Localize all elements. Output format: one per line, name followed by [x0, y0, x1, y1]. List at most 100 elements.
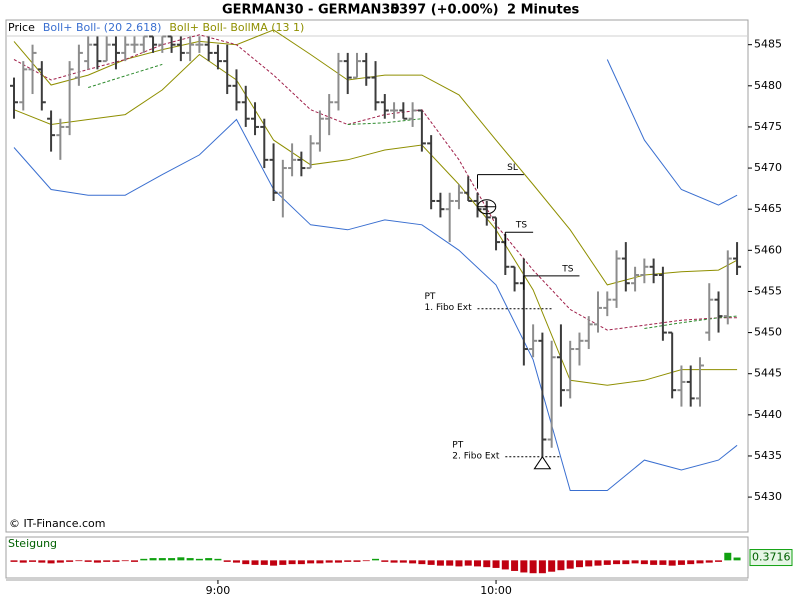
x-tick-label: 10:00 [480, 584, 512, 597]
indicator-bar [492, 560, 500, 568]
annotation-label: TS [515, 221, 527, 231]
indicator-bar [177, 557, 185, 561]
indicator-bar [603, 560, 611, 565]
indicator-bar [223, 560, 231, 562]
indicator-bar [575, 560, 583, 568]
indicator-bar [270, 560, 278, 566]
indicator-bar [548, 560, 556, 572]
indicator-bar [501, 560, 509, 570]
indicator-bar [557, 560, 565, 571]
indicator-bar [631, 560, 639, 564]
y-tick-label: 5440 [754, 408, 782, 421]
y-tick-label: 5470 [754, 161, 782, 174]
indicator-bar [29, 560, 37, 562]
indicator-bar [316, 560, 324, 564]
indicator-bar [677, 560, 685, 565]
indicator-bar [529, 560, 537, 574]
y-tick-label: 5445 [754, 367, 782, 380]
indicator-bar [696, 560, 704, 564]
indicator-bar [418, 560, 426, 565]
indicator-bar [594, 560, 602, 566]
legend-label: Price [8, 21, 35, 34]
indicator-bar [242, 560, 250, 565]
indicator-bar [344, 560, 352, 562]
indicator-bar [613, 560, 621, 565]
indicator-bar [733, 557, 741, 561]
indicator-bar [307, 560, 315, 564]
indicator-bar [297, 560, 305, 565]
indicator-bar [566, 560, 574, 569]
indicator-bar [353, 560, 361, 562]
indicator-bar [409, 560, 417, 564]
indicator-bar [538, 560, 546, 574]
symbol: GERMAN30 - GERMAN30 [222, 3, 400, 18]
indicator-bar [622, 560, 630, 565]
legend-label: Boll+ Boll- (20 2.618) [43, 21, 162, 34]
indicator-bar [93, 560, 101, 563]
band-line [347, 118, 422, 125]
y-tick-label: 5475 [754, 120, 782, 133]
copyright: © IT-Finance.com [9, 517, 106, 530]
indicator-bar [668, 560, 676, 566]
band-line [644, 315, 738, 329]
y-tick-label: 5450 [754, 326, 782, 339]
band-line [13, 118, 738, 491]
indicator-bar [279, 560, 287, 565]
band-line [13, 29, 738, 286]
panel-frame [5, 536, 749, 579]
y-tick-label: 5455 [754, 284, 782, 297]
indicator-bar [10, 560, 18, 562]
y-tick-label: 5480 [754, 79, 782, 92]
indicator-bar [38, 560, 46, 563]
indicator-bar [168, 558, 176, 561]
indicator-bar [47, 560, 55, 564]
plot-frame [5, 19, 749, 533]
indicator-value-box [749, 549, 793, 567]
band-line [606, 59, 738, 206]
indicator-bar [724, 552, 732, 561]
indicator-bar [103, 560, 111, 562]
indicator-bar [232, 560, 240, 563]
indicator-bar [75, 560, 83, 562]
indicator-bar [483, 560, 491, 568]
y-tick-label: 5460 [754, 243, 782, 256]
indicator-bar [640, 560, 648, 565]
annotation-label: 2. Fibo Ext [452, 451, 500, 461]
legend-label: Boll+ Boll- BollMA (13 1) [169, 21, 304, 34]
indicator-bar [372, 558, 380, 561]
indicator-bar [195, 558, 203, 561]
indicator-bar [56, 560, 64, 563]
band-line [88, 63, 163, 88]
indicator-bar [158, 558, 166, 561]
indicator-bar [427, 560, 435, 565]
indicator-bar [436, 560, 444, 566]
indicator-bar [650, 560, 658, 565]
indicator-bar [399, 560, 407, 563]
indicator-bar [362, 560, 370, 562]
indicator-bar [84, 560, 92, 562]
x-tick-label: 9:00 [206, 584, 231, 597]
annotation-label: PT [425, 292, 436, 302]
annotation-label: SL [507, 163, 518, 173]
indicator-bar [325, 560, 333, 563]
indicator-bar [131, 560, 139, 562]
indicator-bar [381, 560, 389, 562]
indicator-bar [705, 560, 713, 563]
indicator-bar [390, 560, 398, 563]
indicator-bar [251, 560, 259, 565]
indicator-bar [288, 560, 296, 565]
indicator-bar [140, 558, 148, 561]
indicator-bar [455, 560, 463, 567]
indicator-bar [19, 560, 27, 563]
indicator-bar [66, 560, 74, 562]
y-tick-label: 5485 [754, 38, 782, 51]
annotation-label: 1. Fibo Ext [425, 303, 473, 313]
y-tick-label: 5430 [754, 490, 782, 503]
indicator-bar [474, 560, 481, 567]
indicator-bar [334, 560, 342, 563]
indicator-value: 0.3716 [752, 551, 791, 564]
y-tick-label: 5465 [754, 202, 782, 215]
